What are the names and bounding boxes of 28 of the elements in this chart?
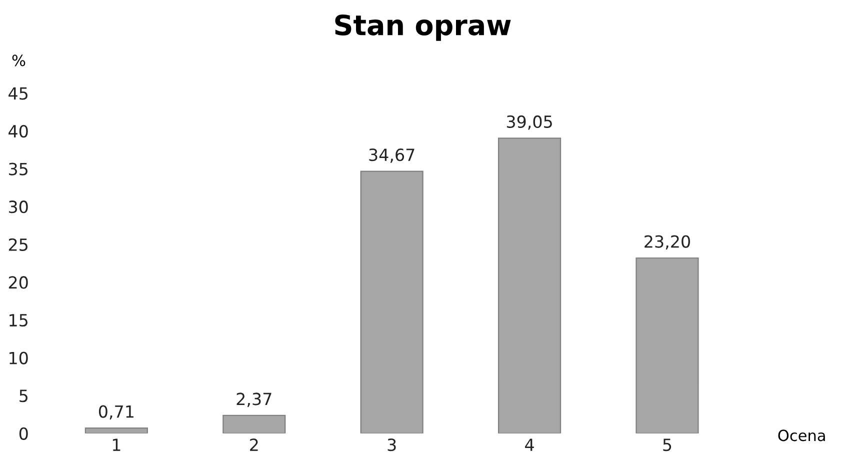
y-tick-label: 35 — [9, 162, 28, 176]
y-tick-label: 5 — [20, 390, 28, 402]
y-tick-label: 25 — [8, 238, 28, 251]
bar — [636, 257, 699, 434]
y-axis-title: % — [12, 54, 26, 66]
x-tick-label: 3 — [388, 438, 396, 452]
data-label: 23,20 — [644, 235, 690, 250]
y-tick-label: 20 — [8, 276, 28, 289]
x-tick-label: 1 — [112, 438, 120, 451]
y-tick-label: 15 — [10, 314, 28, 327]
y-tick-label: 45 — [8, 87, 28, 100]
bar — [84, 427, 148, 434]
y-tick-label: 10 — [10, 352, 28, 364]
y-tick-label: 30 — [9, 200, 28, 214]
y-tick-label: 40 — [8, 124, 28, 138]
chart-title: Stan opraw — [335, 14, 511, 41]
data-label: 0,71 — [98, 405, 134, 420]
x-axis-title: Ocena — [778, 430, 825, 442]
bar — [360, 170, 424, 434]
data-label: 34,67 — [369, 148, 414, 163]
x-tick-label: 5 — [663, 438, 672, 452]
bar — [498, 138, 562, 434]
x-tick-label: 4 — [525, 438, 534, 451]
y-tick-label: 0 — [19, 427, 28, 440]
x-tick-label: 2 — [250, 438, 258, 451]
data-label: 2,37 — [236, 392, 272, 407]
bar — [222, 414, 286, 434]
data-label: 39,05 — [506, 115, 552, 130]
